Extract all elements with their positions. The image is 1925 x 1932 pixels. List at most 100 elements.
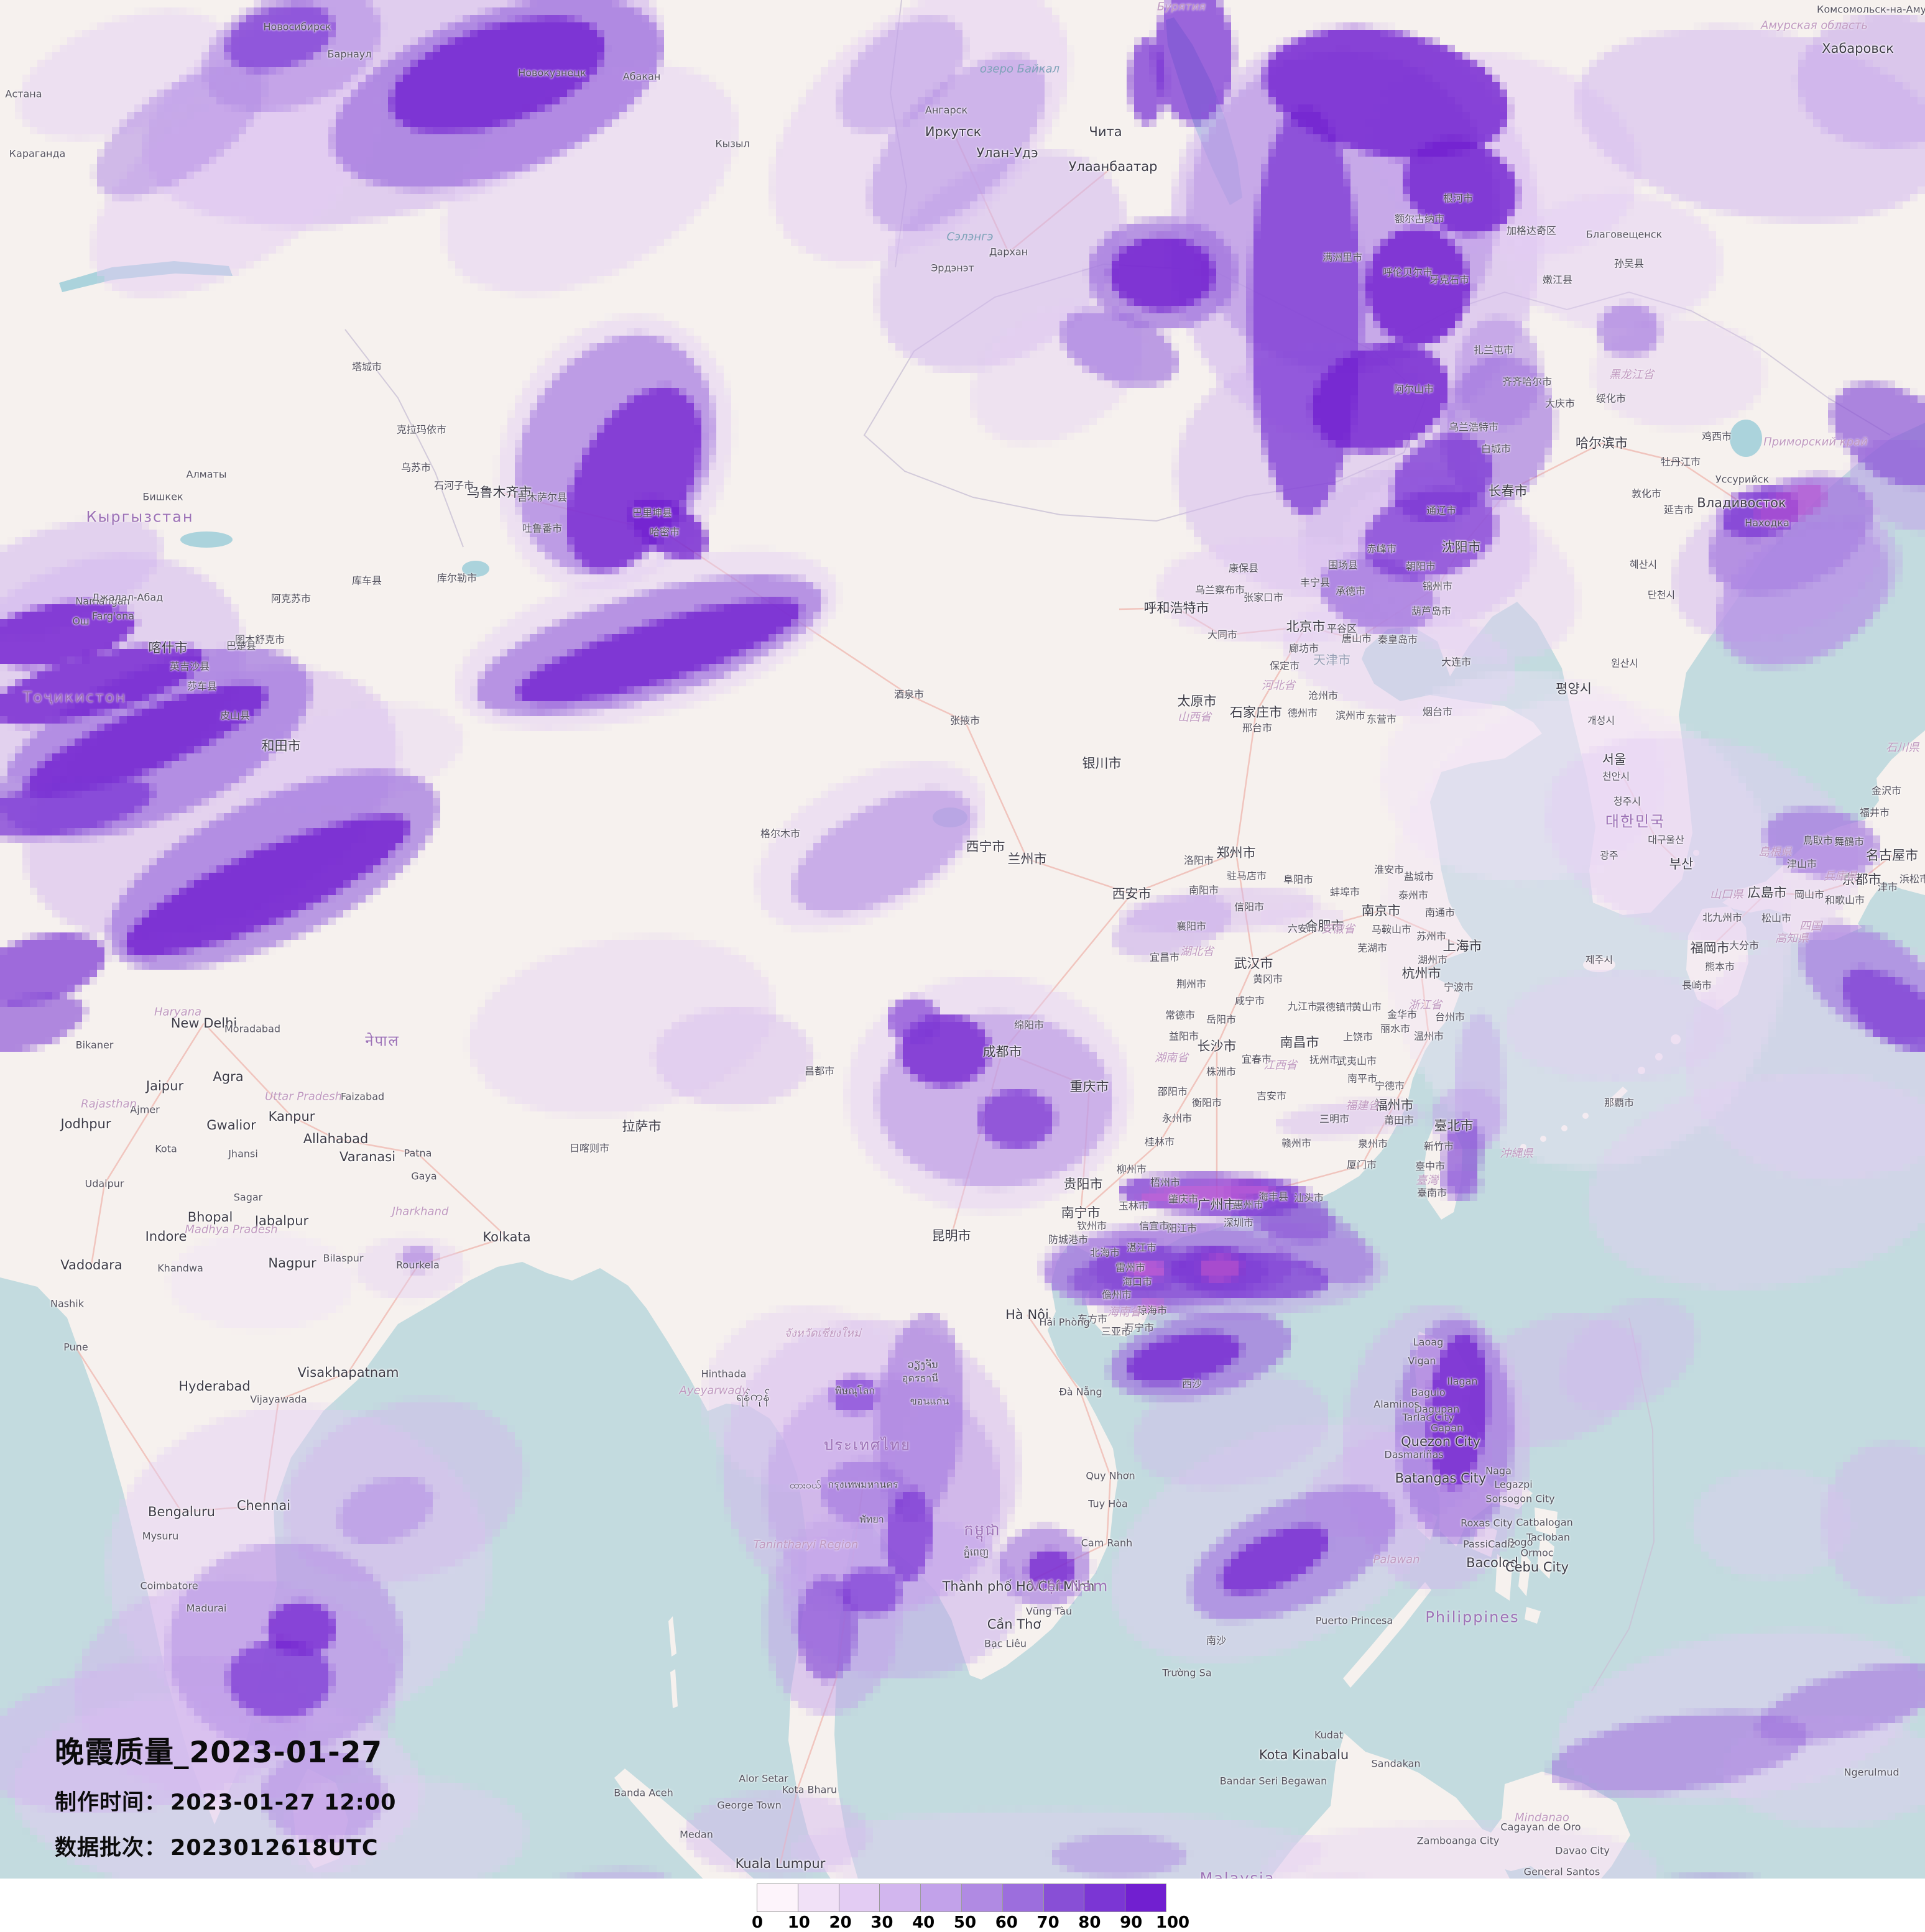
map-label: New Delhi [170,1015,238,1031]
map-label: 松山市 [1761,912,1792,924]
map-label: 东方市 [1077,1313,1108,1325]
map-label: Кыргызстан [86,508,194,526]
map-label: 河北省 [1262,679,1295,692]
map-label: Tuy Hòa [1088,1497,1128,1510]
map-label: Nagpur [268,1255,316,1271]
map-label: 泉州市 [1357,1138,1388,1150]
map-label: 兰州市 [1007,851,1047,867]
map-label: Kudat [1314,1729,1344,1741]
map-label: 秦皇岛市 [1377,633,1418,646]
map-label: 琼海市 [1137,1304,1168,1317]
map-label: 防城港市 [1048,1233,1089,1246]
map-label: Иркутск [925,124,982,139]
map-label: 德州市 [1287,707,1318,719]
map-label: Puerto Princesa [1315,1614,1393,1627]
map-label: Kota Bharu [782,1783,838,1796]
map-label: 西沙 [1181,1378,1203,1390]
map-label: 武汉市 [1234,955,1273,971]
map-label: 乌苏市 [400,461,432,474]
map-label: Patna [404,1147,432,1159]
legend-tick: 20 [829,1913,852,1932]
map-label: Alaminos [1373,1398,1420,1410]
map-label: 和田市 [261,738,301,753]
map-label: 乌兰察布市 [1194,584,1245,596]
map-label: 襄阳市 [1176,920,1207,932]
map-label: 根河市 [1443,192,1474,205]
map-label: Madurai [186,1602,227,1614]
map-label: Việt Nam [1030,1577,1109,1595]
map-label: 常德市 [1165,1009,1196,1021]
map-label: 成都市 [982,1044,1022,1059]
map-label: 南平市 [1347,1072,1378,1085]
data-batch-label: 数据批次： [55,1836,167,1861]
map-label: 桂林市 [1144,1136,1175,1148]
map-label: ភ្នំពេញ [963,1546,989,1558]
map-label: Pune [63,1341,88,1353]
map-label: Zamboanga City [1416,1834,1500,1847]
map-label: 哈密市 [649,526,680,538]
legend-swatch [838,1884,880,1912]
map-label: Bandar Seri Begawan [1219,1775,1327,1787]
map-label: Сэлэнгэ [946,230,994,244]
legend-swatch [879,1884,921,1912]
map-label: 岳阳市 [1206,1013,1237,1026]
map-label: 울산 [1666,834,1684,846]
map-label: 白城市 [1480,443,1512,455]
map-label: 通辽市 [1426,504,1457,517]
map-label: Dasmariñas [1384,1448,1444,1461]
map-label: Благовещенск [1586,228,1663,241]
map-label: 克拉玛依市 [396,423,447,436]
legend-swatch [961,1884,1003,1912]
map-label: 永州市 [1161,1112,1193,1125]
map-label: 大庆市 [1544,397,1576,410]
map-label: 雷州市 [1115,1261,1146,1274]
map-label: Ormoc [1520,1547,1554,1559]
map-label: Vũng Tàu [1025,1605,1073,1617]
legend-swatch [1043,1884,1085,1912]
map-label: 日喀则市 [569,1142,610,1154]
map-label: Dagupan [1414,1403,1460,1415]
map-label: พิษณุโลก [834,1384,875,1397]
map-label: Bikaner [75,1039,114,1051]
map-label: 和歌山市 [1824,894,1865,906]
map-label: 柳州市 [1116,1163,1147,1175]
map-label: Ajmer [130,1103,160,1116]
map-label: 제주시 [1585,954,1613,966]
map-label: Baguio [1411,1386,1446,1399]
map-label: ประเทศไทย [823,1436,912,1454]
map-label: 烟台市 [1422,706,1453,718]
legend-colorbar [757,1884,1166,1912]
map-label: 咸宁市 [1234,995,1265,1007]
map-label: 金华市 [1387,1008,1418,1021]
map-label: 绥化市 [1595,392,1627,405]
map-label: 孙吴县 [1613,257,1645,270]
map-label: Gapan [1430,1422,1464,1434]
map-label: Davao City [1555,1844,1610,1857]
legend-tick: 40 [912,1913,935,1932]
map-label: 黑龙江省 [1609,368,1654,382]
map-label: 湛江市 [1126,1241,1157,1254]
map-label: Уссурийск [1715,473,1770,485]
map-label: Farg'ona [91,610,135,622]
map-label: 马鞍山市 [1371,923,1412,936]
map-label: 张掖市 [949,714,981,727]
map-label: 齐齐哈尔市 [1502,375,1553,388]
map-label: Hyderabad [178,1378,251,1394]
map-label: Kolkata [482,1229,531,1244]
map-label: 嫩江县 [1542,274,1573,286]
map-label: 北海市 [1089,1246,1120,1259]
map-label: 上饶市 [1342,1031,1373,1043]
map-label: Roxas City [1461,1517,1513,1529]
map-label: 平谷区 [1326,622,1357,635]
map-label: 乌兰浩特市 [1448,421,1499,433]
legend-swatch [920,1884,962,1912]
map-label: 청주시 [1613,795,1641,807]
map-label: Rajasthan [81,1097,137,1111]
map-label: 敦化市 [1631,487,1662,500]
map-label: 武夷山市 [1336,1055,1377,1067]
map-label: 昌都市 [804,1065,835,1077]
map-label: 库尔勒市 [436,572,478,584]
map-label: Tacloban [1526,1531,1571,1543]
map-label: 宁波市 [1443,981,1474,993]
